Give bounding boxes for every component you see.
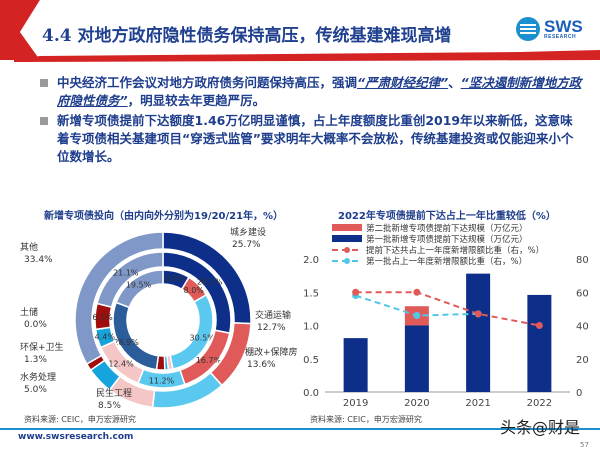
x-tick-label: 2020 — [404, 398, 429, 409]
donut-percent-label: 12.7% — [257, 323, 286, 333]
line-point — [352, 288, 360, 296]
donut-percent-label: 0.0% — [24, 320, 47, 330]
footer-divider — [0, 428, 600, 430]
bar-first-batch — [404, 325, 429, 392]
x-tick-label: 2022 — [527, 398, 552, 409]
donut-value-label: 12.4% — [108, 360, 134, 369]
donut-category-label: 城乡建设 — [230, 226, 266, 238]
bullet-1: 中央经济工作会议对地方政府债务问题保持高压，强调“严肃财经纪律”、“坚决遏制新增… — [40, 74, 585, 110]
y2-tick-label: 0 — [576, 388, 582, 399]
bar-chart: 0.0 0.5 1.0 1.5 2.0 0 20 40 60 80 2019 2020 2021 2022… — [303, 223, 589, 409]
legend-label: 第一批新增专项债提前下达规模（万亿元） — [366, 234, 528, 245]
y-tick-label: 1.0 — [303, 322, 319, 333]
donut-segment — [96, 251, 164, 309]
y2-tick-label: 60 — [576, 288, 589, 299]
legend-marker — [344, 247, 350, 253]
bar-source: 资料来源: CEIC，申万宏源研究 — [310, 415, 422, 424]
donut-category-label: 棚改+保障房 — [245, 346, 298, 358]
donut-value-label: 21.1% — [113, 268, 139, 277]
donut-percent-label: 5.0% — [24, 385, 47, 395]
donut-value-label: 11.2% — [149, 376, 175, 385]
donut-category-label: 其他 — [20, 241, 38, 253]
donut-source: 资料来源: CEIC，申万宏源研究 — [24, 415, 136, 424]
bar-first-batch — [527, 294, 552, 392]
legend-marker — [344, 258, 350, 264]
donut-chart: 8.8% 8.0% 30.5% 28.9% 19.5% 28.1% 16.7% 11.2% 12… — [20, 226, 298, 411]
line-point — [413, 288, 421, 296]
donut-value-label: 28.9% — [113, 338, 139, 347]
legend-label: 提前下达共占上一年度新增限额比重（右，%） — [366, 245, 544, 256]
donut-percent-label: 8.5% — [98, 401, 121, 411]
x-tick-label: 2019 — [343, 398, 368, 409]
logo-icon — [516, 17, 540, 41]
bullet-square-icon — [40, 117, 48, 125]
bar-first-batch — [343, 338, 368, 392]
line-point — [474, 310, 482, 318]
line-point — [535, 322, 543, 329]
y-tick-label: 0.5 — [303, 355, 319, 366]
donut-value-label: 8.0% — [184, 286, 205, 295]
y2-tick-label: 40 — [576, 322, 589, 333]
donut-value-label: 4.4% — [95, 333, 116, 342]
line-series — [355, 291, 540, 327]
bullet-2: 新增专项债提前下达额度1.46万亿明显谨慎，占上年度额度比重创2019年以来新低… — [40, 112, 585, 166]
y-tick-label: 0.0 — [303, 388, 319, 399]
legend-label: 第一批占上一年度新增限额比重（右，%） — [366, 256, 527, 267]
y2-tick-label: 80 — [576, 255, 589, 266]
donut-value-label: 16.7% — [196, 356, 222, 365]
page-title: 4.4 对地方政府隐性债务保持高压，传统基建难现高增 — [42, 26, 452, 46]
footer-url[interactable]: www.swsresearch.com — [18, 432, 134, 442]
donut-category-label: 交通运输 — [255, 309, 291, 321]
watermark: 头条@财是 — [500, 418, 581, 437]
legend-swatch — [332, 224, 362, 231]
donut-value-label: 6.1% — [92, 313, 113, 322]
header-banner — [0, 0, 600, 62]
donut-value-label: 30.5% — [189, 334, 215, 343]
donut-category-label: 土储 — [20, 306, 38, 318]
donut-segment — [115, 269, 164, 309]
donut-percent-label: 25.7% — [232, 240, 261, 250]
donut-percent-label: 33.4% — [24, 255, 53, 265]
donut-percent-label: 1.3% — [24, 355, 47, 365]
y2-tick-label: 20 — [576, 355, 589, 366]
bullet-square-icon — [40, 79, 48, 87]
bar-chart-title: 2022年专项债提前下达占上一年比重较低（%） — [338, 211, 556, 222]
donut-chart-title: 新增专项债投向（由内向外分别为19/20/21年，%） — [44, 211, 284, 222]
donut-value-label: 19.5% — [126, 281, 152, 290]
legend-swatch — [332, 235, 362, 242]
donut-value-label: 8.8% — [164, 275, 185, 284]
x-tick-label: 2021 — [465, 398, 490, 409]
donut-percent-label: 13.6% — [247, 360, 276, 370]
bar-first-batch — [466, 273, 491, 392]
donut-category-label: 环保+卫生 — [20, 341, 64, 353]
donut-segment — [74, 231, 164, 366]
donut-value-label: 28.1% — [197, 278, 223, 287]
donut-category-label: 水务处理 — [20, 371, 56, 383]
y-tick-label: 2.0 — [303, 255, 319, 266]
y-tick-label: 1.5 — [303, 288, 319, 299]
page-number: 57 — [580, 441, 589, 449]
sws-logo: SWS RESEARCH — [515, 16, 583, 42]
donut-category-label: 民生工程 — [96, 387, 132, 399]
line-point — [413, 312, 421, 320]
legend-label: 第二批新增专项债提前下达规模（万亿元） — [366, 223, 528, 234]
